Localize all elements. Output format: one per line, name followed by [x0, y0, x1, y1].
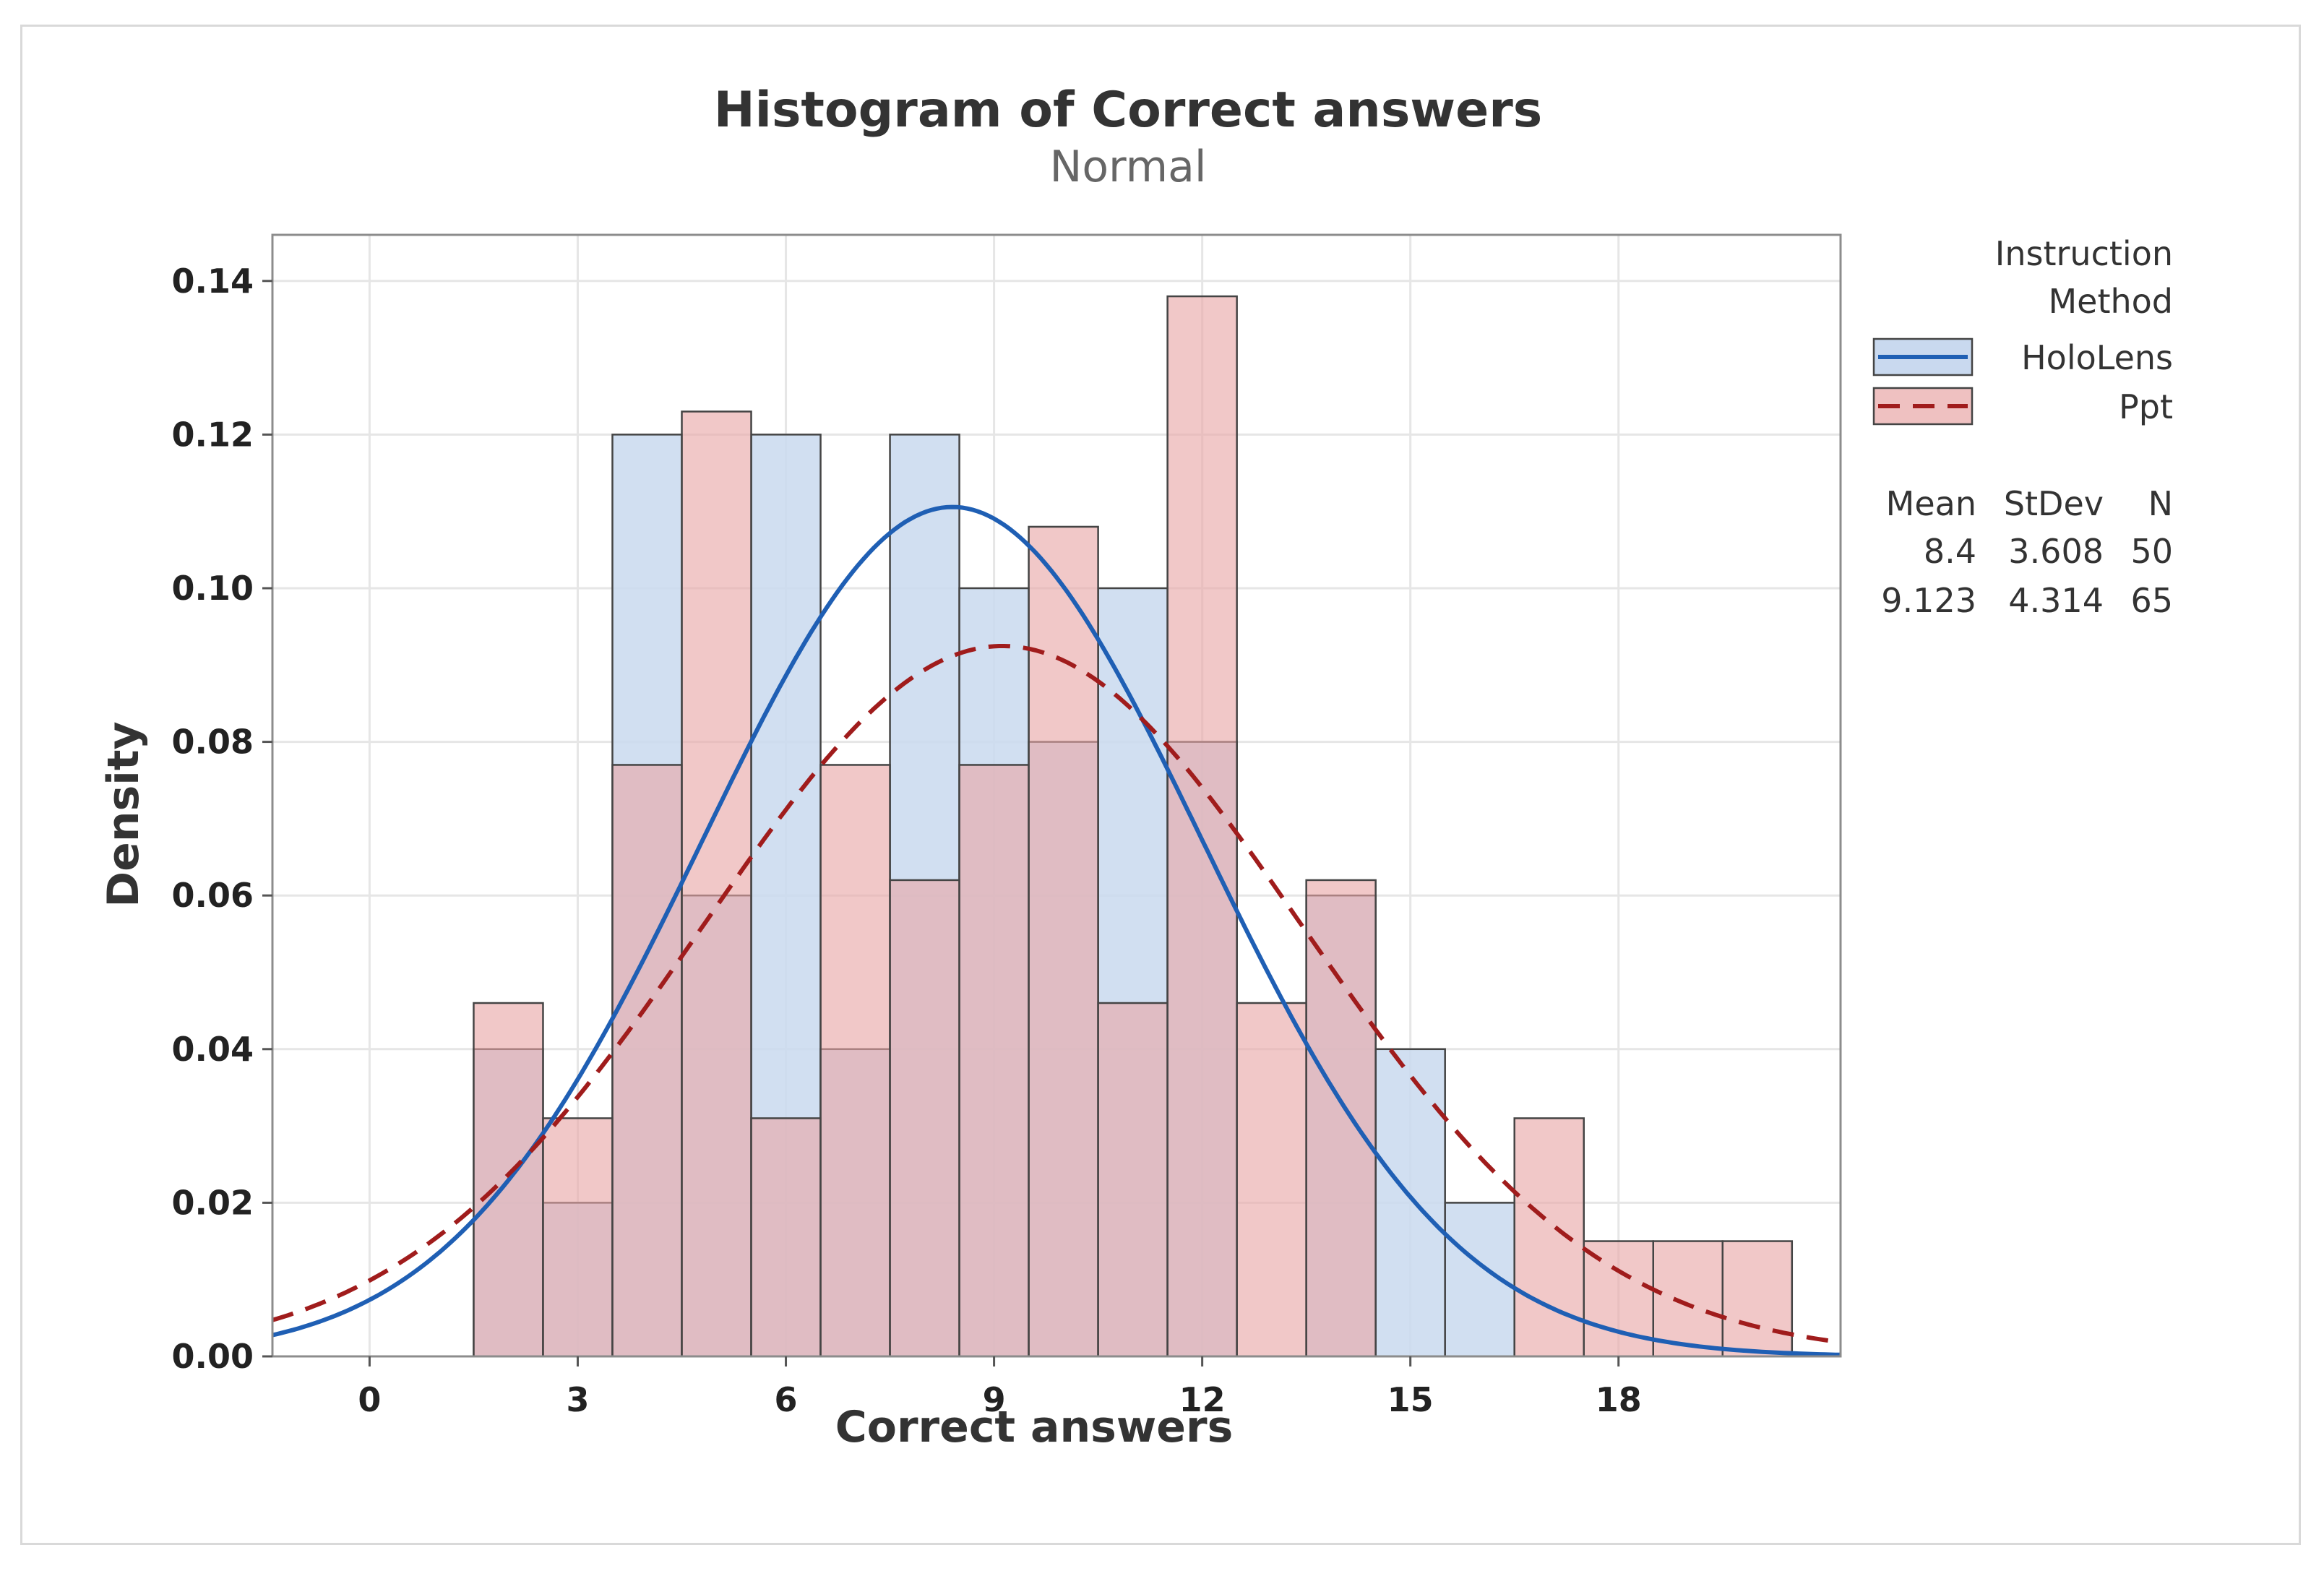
- x-tick-label: 9: [983, 1380, 1006, 1419]
- ppt-bar: [681, 410, 752, 1358]
- stats-holo-n: 50: [2130, 532, 2173, 571]
- ppt-bar: [1305, 879, 1377, 1358]
- ppt-bar: [889, 879, 960, 1358]
- y-tick-label: 0.00: [172, 1337, 254, 1376]
- stats-header-n: N: [2148, 484, 2173, 523]
- ppt-bar: [1166, 295, 1238, 1358]
- y-axis-ticks: 0.00 0.02 0.04 0.06 0.08 0.10 0.12 0.14: [172, 262, 272, 1376]
- ppt-bar: [1097, 1002, 1169, 1358]
- x-tick-label: 6: [775, 1380, 798, 1419]
- ppt-bar: [611, 764, 683, 1358]
- legend-ppt-label: Ppt: [2119, 387, 2173, 426]
- ppt-bar: [1513, 1117, 1585, 1358]
- y-tick-label: 0.08: [172, 723, 254, 762]
- stats-table: Mean StDev N 8.4 3.608 50 9.123 4.314 65: [1881, 484, 2173, 620]
- chart-subtitle: Normal: [1049, 142, 1206, 192]
- chart-title: Histogram of Correct answers: [714, 82, 1543, 139]
- x-axis-label: Correct answers: [835, 1402, 1234, 1452]
- ppt-bars: [473, 295, 1794, 1358]
- x-tick-label: 18: [1596, 1380, 1642, 1419]
- ppt-bar: [750, 1117, 822, 1358]
- stats-header-mean: Mean: [1886, 484, 1976, 523]
- stats-ppt-n: 65: [2130, 581, 2173, 620]
- stats-header-stdev: StDev: [2004, 484, 2104, 523]
- x-tick-label: 0: [358, 1380, 381, 1419]
- ppt-bar: [819, 764, 891, 1358]
- y-tick-label: 0.02: [172, 1183, 254, 1222]
- ppt-bar: [1236, 1002, 1307, 1358]
- plot-area-border: [271, 233, 1842, 1358]
- ppt-bar: [1652, 1240, 1724, 1358]
- chart-frame: Histogram of Correct answers Normal 0 3 6 9…: [20, 25, 2301, 1545]
- stats-holo-mean: 8.4: [1924, 532, 1976, 571]
- y-tick-label: 0.12: [172, 415, 254, 454]
- stats-ppt-stdev: 4.314: [2008, 581, 2104, 620]
- legend-title-line1: Instruction: [1995, 234, 2173, 273]
- y-axis-label: Density: [98, 721, 149, 907]
- x-tick-label: 3: [566, 1380, 589, 1419]
- x-axis-ticks: 0 3 6 9 12 15 18: [358, 1356, 1642, 1419]
- holo-bar: [1374, 1048, 1446, 1358]
- y-tick-label: 0.04: [172, 1030, 254, 1069]
- y-tick-label: 0.10: [172, 569, 254, 608]
- y-tick-label: 0.06: [172, 876, 254, 915]
- ppt-fit-curve: [272, 644, 1841, 1345]
- y-tick-label: 0.14: [172, 262, 254, 301]
- stats-holo-stdev: 3.608: [2008, 532, 2104, 571]
- ppt-bar: [958, 764, 1030, 1358]
- x-tick-label: 15: [1387, 1380, 1434, 1419]
- histogram-chart: Histogram of Correct answers Normal 0 3 6 9…: [22, 27, 2299, 1543]
- ppt-bar: [1028, 525, 1099, 1358]
- x-tick-label: 12: [1179, 1380, 1226, 1419]
- ppt-bar: [1721, 1240, 1794, 1358]
- legend-holo-label: HoloLens: [2021, 338, 2173, 377]
- legend-title-line2: Method: [2048, 282, 2173, 321]
- stats-ppt-mean: 9.123: [1881, 581, 1976, 620]
- legend: Instruction Method HoloLens Ppt: [1872, 234, 2173, 426]
- ppt-bar: [542, 1117, 614, 1358]
- fit-curves: [272, 504, 1841, 1357]
